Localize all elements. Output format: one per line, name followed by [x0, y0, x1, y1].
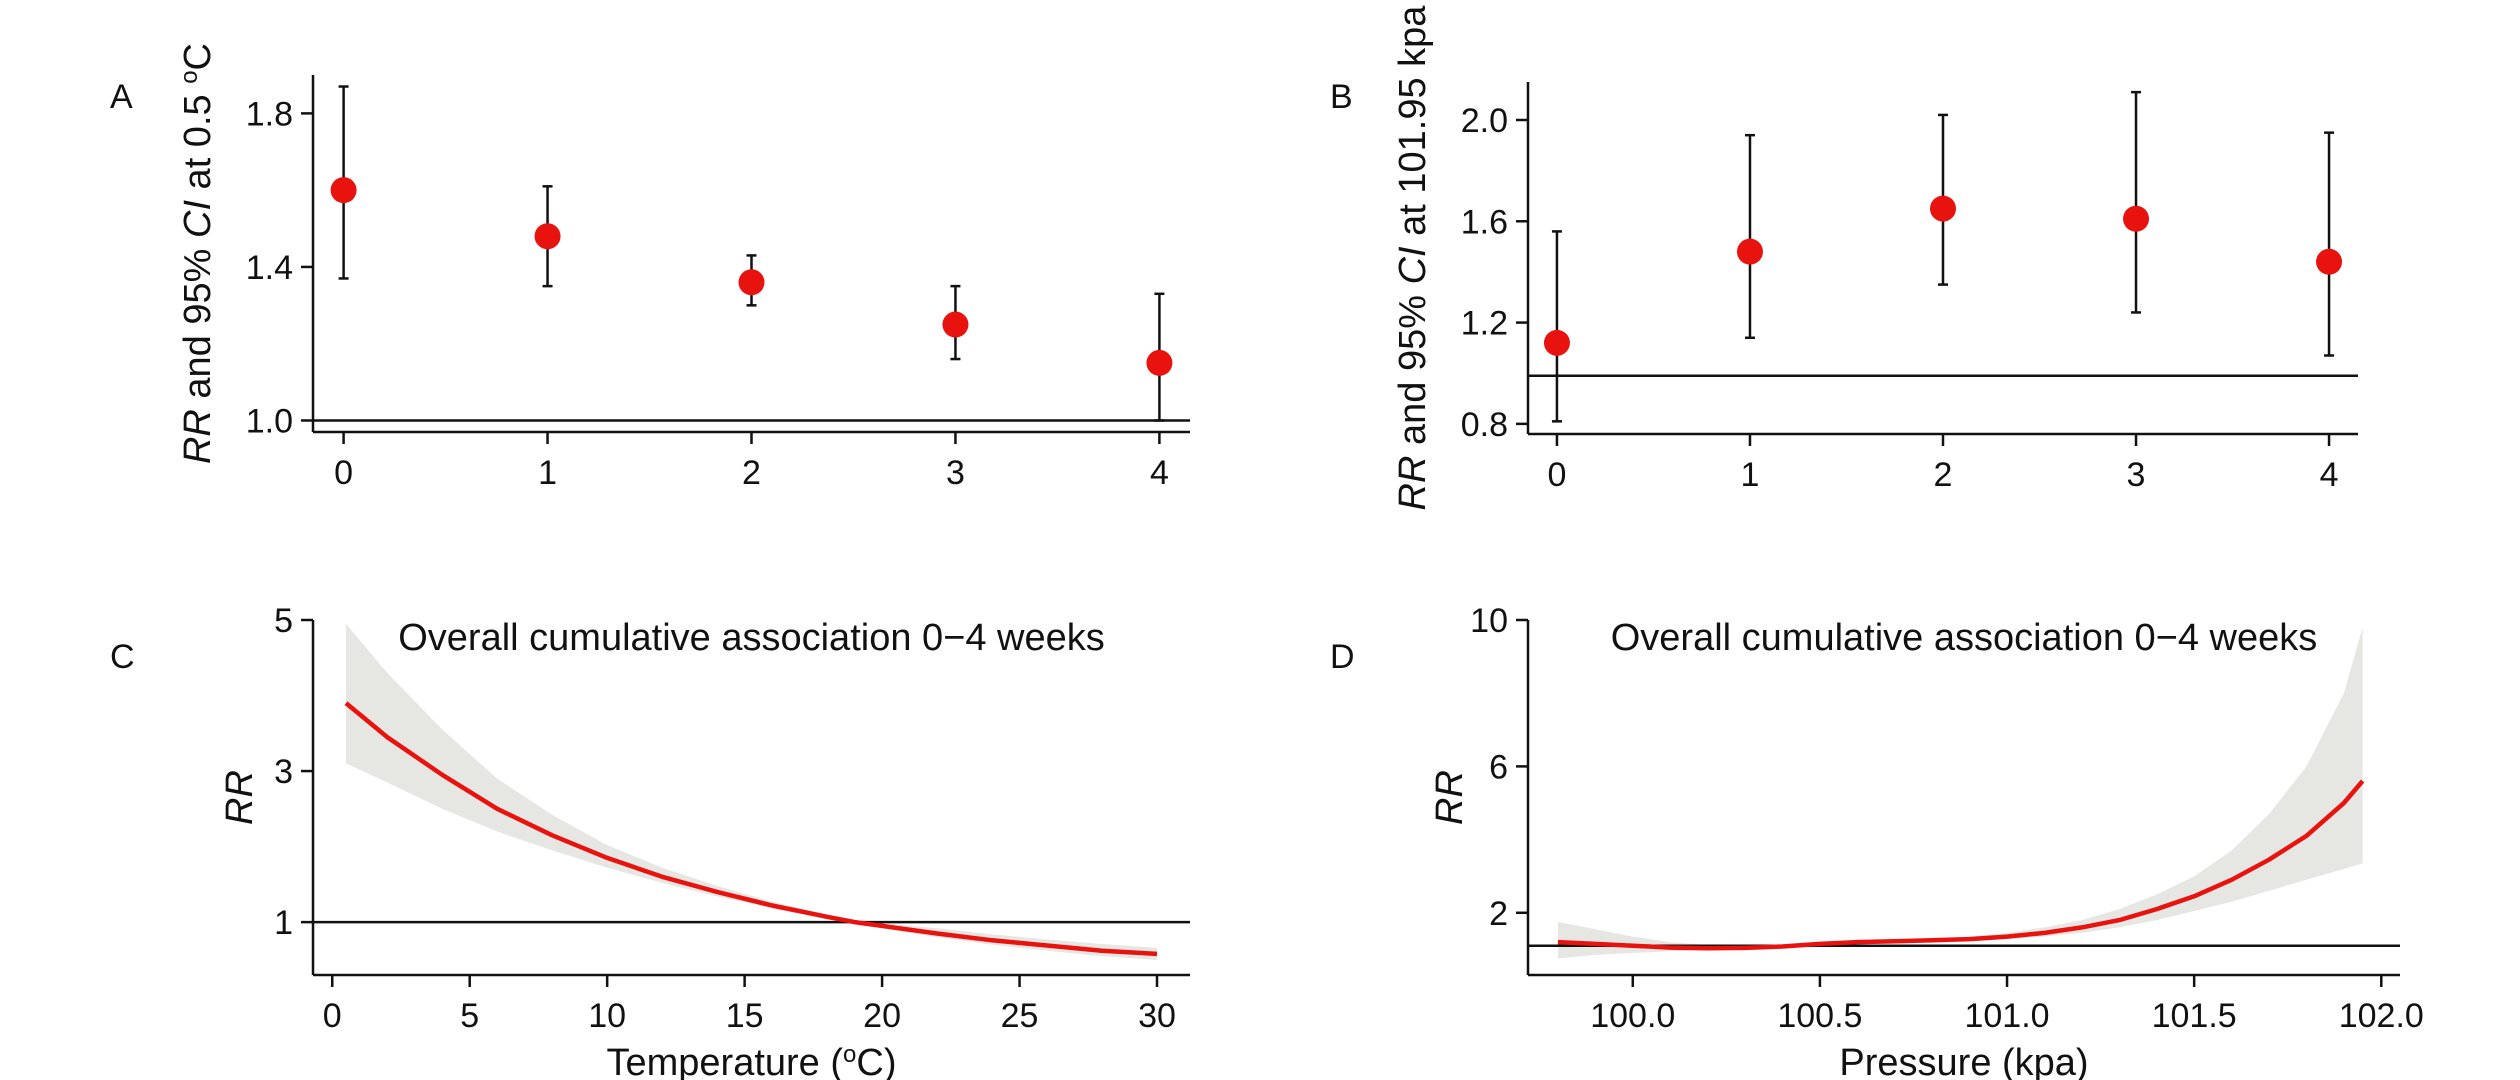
x-tick-label: 2 [1934, 456, 1953, 494]
y-axis-label-part: at 0.5 [177, 84, 219, 200]
x-tick-label: 4 [1150, 454, 1169, 492]
y-tick-label: 2 [1489, 895, 1508, 933]
y-tick-label: 2.0 [1461, 102, 1508, 140]
x-tick-label: 4 [2320, 456, 2339, 494]
data-point [1736, 238, 1763, 265]
y-axis-label-part: and 95% [177, 238, 219, 409]
x-tick-label: 0 [323, 997, 342, 1035]
panel-a: A 1.0 1.4 1.8 0 1 2 3 4 RR and 95% CI at 0.5 oC [110, 43, 1190, 492]
x-tick-label: 5 [460, 997, 479, 1035]
x-axis-label: Temperature (oC) [606, 1041, 896, 1080]
x-tick-label: 3 [2127, 456, 2146, 494]
x-tick-label: 100.5 [1777, 997, 1862, 1035]
series-line [1557, 779, 2365, 951]
data-point [1146, 349, 1173, 376]
confidence-band [1557, 627, 2363, 959]
y-axis-label-part: RR [219, 770, 261, 825]
y-axis-label-part: CI [1392, 246, 1434, 284]
x-axis-label-part: Pressure (kpa) [1839, 1042, 2088, 1080]
y-tick-label: 1.2 [1461, 305, 1508, 343]
x-tick-label: 101.5 [2152, 997, 2237, 1035]
x-tick-label: 2 [742, 454, 761, 492]
x-tick-label: 1 [1741, 456, 1760, 494]
y-tick-label: 1.0 [246, 402, 293, 440]
y-axis-label-part: o [176, 70, 203, 83]
x-tick-label: 30 [1138, 997, 1176, 1035]
series-line [344, 701, 1158, 957]
panel-d: D 2 6 10 100.0 100.5 101.0 101.5 102.0 RR Pressure… [1330, 602, 2424, 1080]
data-point [330, 177, 357, 204]
data-point [2316, 248, 2343, 275]
y-tick-label: 10 [1470, 602, 1508, 640]
y-axis-label: RR and 95% CI at 101.95 kpa [1392, 5, 1434, 511]
x-axis-label-part: o [843, 1041, 856, 1068]
data-point [738, 269, 765, 296]
x-axis-label-part: C) [856, 1042, 896, 1080]
x-axis-label: Pressure (kpa) [1839, 1042, 2088, 1080]
y-tick-label: 6 [1489, 748, 1508, 786]
y-axis-label: RR and 95% CI at 0.5 oC [176, 43, 220, 464]
data-point [1930, 195, 1956, 222]
y-axis-label: RR [219, 770, 261, 825]
confidence-band [346, 623, 1157, 960]
x-tick-label: 25 [1001, 997, 1039, 1035]
x-tick-label: 3 [946, 454, 965, 492]
x-tick-label: 20 [863, 997, 901, 1035]
x-tick-label: 15 [726, 997, 764, 1035]
panel-letter: A [110, 78, 133, 116]
x-tick-label: 0 [334, 454, 353, 492]
y-tick-label: 1.8 [246, 95, 293, 133]
panel-title: Overall cumulative association 0−4 weeks [1611, 617, 2318, 659]
y-axis-label-part: CI [177, 200, 219, 238]
x-axis-label-part: Temperature ( [606, 1042, 843, 1080]
y-axis-label-part: and 95% [1392, 284, 1434, 455]
data-point [534, 223, 561, 250]
y-axis-label-part: RR [1429, 770, 1471, 825]
x-tick-label: 100.0 [1590, 997, 1675, 1035]
y-tick-label: 1.4 [246, 249, 293, 287]
panel-letter: D [1330, 638, 1355, 676]
panel-b: B 0.8 1.2 1.6 2.0 0 1 2 3 4 RR and 95% CI at 101.9… [1330, 5, 2358, 511]
panel-c: C 1 3 5 0 5 10 15 20 25 30 RR Temperature (oC) Overal… [110, 602, 1190, 1080]
data-point [2123, 205, 2150, 232]
y-tick-label: 1.6 [1461, 203, 1508, 241]
data-point [942, 311, 969, 338]
y-axis-label-part: at 101.95 kpa [1392, 5, 1434, 247]
y-tick-label: 5 [274, 602, 293, 640]
panel-letter: B [1330, 78, 1353, 116]
y-axis-label-part: C [177, 43, 219, 70]
x-tick-label: 0 [1547, 456, 1566, 494]
x-tick-label: 101.0 [1964, 997, 2049, 1035]
y-axis-label: RR [1429, 770, 1471, 825]
x-tick-label: 102.0 [2339, 997, 2424, 1035]
y-axis-label-part: RR [1392, 456, 1434, 511]
x-tick-label: 10 [588, 997, 626, 1035]
x-tick-label: 1 [538, 454, 557, 492]
y-tick-label: 1 [274, 904, 293, 942]
data-point [1543, 329, 1570, 356]
panel-title: Overall cumulative association 0−4 weeks [398, 617, 1105, 659]
y-tick-label: 0.8 [1461, 406, 1508, 444]
panel-letter: C [110, 638, 135, 676]
y-axis-label-part: RR [177, 409, 219, 464]
y-tick-label: 3 [274, 753, 293, 791]
